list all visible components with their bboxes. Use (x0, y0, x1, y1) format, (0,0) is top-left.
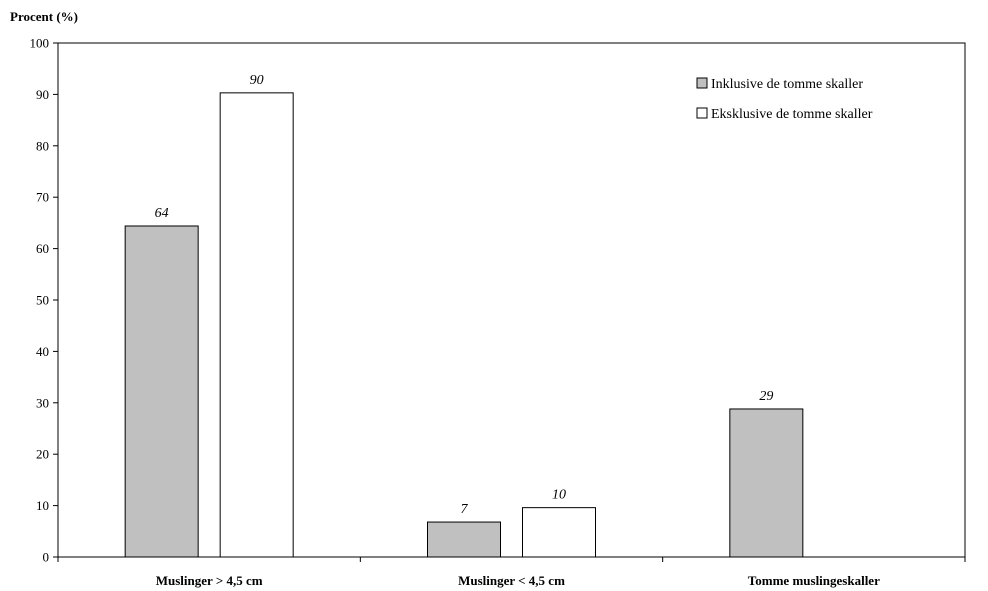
legend-label: Inklusive de tomme skaller (711, 77, 863, 92)
category-label: Muslinger < 4,5 cm (458, 573, 565, 588)
category-labels: Muslinger > 4,5 cm Muslinger < 4,5 cm Tomm… (156, 573, 880, 588)
y-tick-label: 50 (36, 293, 49, 308)
axes (53, 42, 966, 562)
bar-eksklusive-2 (522, 507, 596, 558)
data-labels: 64 90 7 10 29 (155, 73, 774, 517)
bar-inklusive-1 (124, 225, 199, 558)
bar-inklusive-2 (427, 521, 501, 558)
legend-swatch (696, 107, 708, 119)
data-label: 64 (155, 206, 169, 221)
legend: Inklusive de tomme skaller Eksklusive de … (696, 77, 873, 122)
y-tick-label: 80 (36, 138, 49, 153)
y-tick-label: 0 (43, 550, 50, 565)
y-tick-label: 20 (36, 447, 49, 462)
y-tick-label: 60 (36, 241, 49, 256)
category-label: Muslinger > 4,5 cm (156, 573, 263, 588)
bar-inklusive-3 (729, 408, 804, 558)
category-label: Tomme muslingeskaller (748, 573, 880, 588)
y-tick-label: 10 (36, 498, 49, 513)
y-tick-label: 40 (36, 344, 49, 359)
data-label: 29 (759, 389, 773, 404)
data-label: 10 (552, 488, 566, 503)
legend-label: Eksklusive de tomme skaller (711, 107, 873, 122)
y-tick-label: 100 (30, 36, 50, 51)
y-tick-label: 70 (36, 190, 49, 205)
data-label: 7 (461, 502, 469, 517)
data-label: 90 (250, 73, 264, 88)
y-tick-labels: 0 10 20 30 40 50 60 70 80 90 100 (30, 36, 50, 565)
bars (124, 92, 804, 558)
y-tick-label: 30 (36, 395, 49, 410)
y-axis-label: Procent (%) (10, 9, 78, 24)
y-tick-label: 90 (36, 87, 49, 102)
bar-eksklusive-1 (219, 92, 294, 558)
legend-swatch (696, 77, 708, 89)
